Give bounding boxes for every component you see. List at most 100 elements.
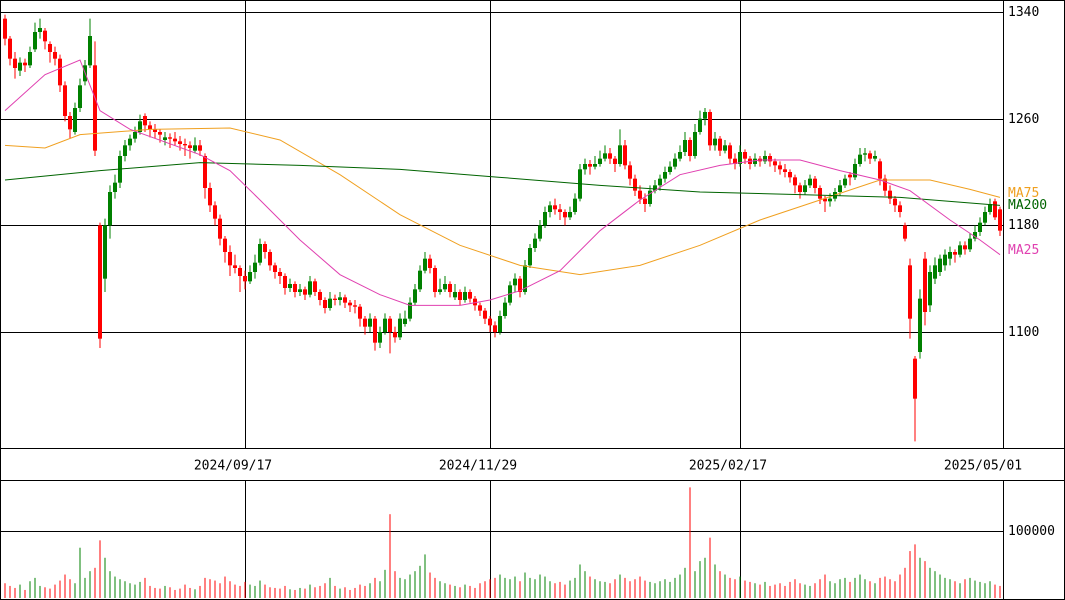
volume-bar: [789, 581, 791, 598]
volume-bar: [474, 587, 476, 598]
volume-bar: [94, 567, 96, 598]
volume-bar: [899, 574, 901, 598]
legend-label: MA200: [1008, 198, 1047, 213]
candle-body: [328, 298, 332, 308]
volume-bar: [379, 581, 381, 598]
volume-bar: [679, 574, 681, 598]
candle-body: [243, 276, 247, 282]
candle-body: [413, 289, 417, 303]
volume-bar: [984, 583, 986, 598]
candle-body: [768, 156, 772, 162]
volume-bar: [969, 577, 971, 598]
candle-body: [263, 244, 267, 252]
candle-body: [28, 52, 32, 66]
volume-bar: [224, 576, 226, 598]
candle-body: [903, 225, 907, 239]
volume-bar: [149, 585, 151, 598]
candle-body: [108, 192, 112, 226]
volume-bar: [579, 564, 581, 598]
candle-body: [948, 252, 952, 259]
candle-body: [808, 178, 812, 186]
candle-body: [793, 177, 797, 186]
volume-bar: [619, 574, 621, 598]
volume-bar: [189, 587, 191, 598]
candle-body: [673, 158, 677, 167]
volume-bar: [24, 589, 26, 598]
x-tick-label: 2025/05/01: [944, 459, 1022, 474]
y-tick-label: 1100: [1008, 325, 1039, 340]
candle-body: [908, 265, 912, 319]
volume-bar: [334, 585, 336, 598]
volume-bar: [99, 540, 101, 598]
volume-bar: [994, 584, 996, 598]
candle-body: [728, 145, 732, 159]
y-tick-label: 1260: [1008, 112, 1039, 127]
volume-bar: [744, 580, 746, 598]
candle-body: [863, 153, 867, 155]
candle-body: [93, 65, 97, 151]
volume-bar: [929, 567, 931, 598]
volume-bar: [684, 567, 686, 598]
candle-body: [48, 44, 52, 52]
volume-bar: [374, 577, 376, 598]
candle-body: [643, 198, 647, 204]
volume-bar: [989, 581, 991, 598]
y-tick-label: 1180: [1008, 218, 1039, 233]
x-tick-label: 2024/09/17: [194, 459, 272, 474]
volume-bar: [814, 583, 816, 598]
candle-body: [308, 281, 312, 295]
candle-body: [13, 58, 17, 68]
candle-body: [773, 161, 777, 166]
volume-bar: [799, 583, 801, 598]
candle-body: [613, 158, 617, 164]
candle-body: [143, 116, 147, 126]
candle-body: [928, 272, 932, 306]
candle-body: [918, 298, 922, 352]
candle-body: [853, 164, 857, 178]
candle-body: [348, 302, 352, 306]
candle-body: [838, 185, 842, 192]
candle-body: [88, 36, 92, 66]
candle-body: [43, 30, 47, 42]
candle-body: [943, 254, 947, 266]
volume-bar: [129, 583, 131, 598]
volume-bar: [819, 579, 821, 598]
candle-body: [663, 172, 667, 179]
candle-body: [633, 178, 637, 191]
volume-bar: [999, 585, 1001, 598]
candle-body: [173, 138, 177, 142]
volume-bar: [339, 588, 341, 598]
candle-body: [133, 132, 137, 139]
candle-body: [713, 138, 717, 146]
volume-bar: [539, 574, 541, 598]
candle-body: [608, 153, 612, 159]
candle-body: [188, 145, 192, 148]
volume-bar: [104, 557, 106, 598]
volume-bar: [784, 585, 786, 598]
volume-bar: [134, 584, 136, 598]
volume-bar: [529, 577, 531, 598]
candle-body: [588, 164, 592, 167]
volume-bar: [424, 554, 426, 598]
volume-bar: [429, 572, 431, 598]
volume-bar: [219, 583, 221, 598]
volume-bar: [689, 487, 691, 598]
volume-bar: [854, 577, 856, 598]
volume-bar: [644, 580, 646, 598]
candle-body: [158, 132, 162, 135]
candle-body: [963, 245, 967, 250]
candle-body: [403, 318, 407, 324]
candle-body: [378, 332, 382, 343]
volume-bar: [84, 577, 86, 598]
candle-body: [358, 306, 362, 319]
volume-bar: [674, 577, 676, 598]
volume-bar: [544, 576, 546, 598]
volume-bar: [839, 579, 841, 598]
candle-body: [803, 185, 807, 192]
candle-body: [193, 145, 197, 151]
volume-bar: [39, 585, 41, 598]
candle-body: [563, 212, 567, 218]
candle-body: [338, 297, 342, 300]
volume-bar: [119, 579, 121, 598]
volume-bar: [944, 577, 946, 598]
